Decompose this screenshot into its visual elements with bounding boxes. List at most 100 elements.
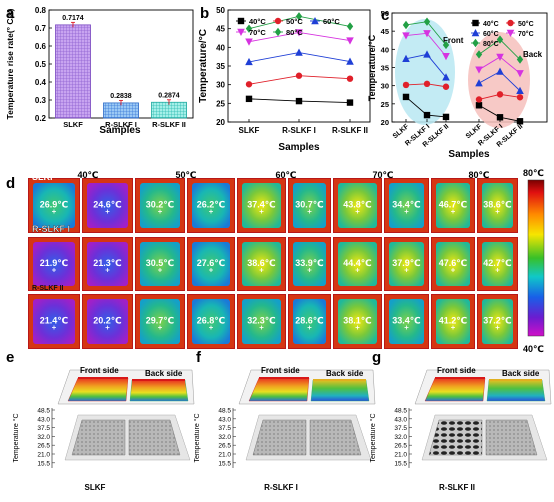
thermal-sample <box>389 183 424 228</box>
b-legend-marker <box>274 27 282 37</box>
surface-z-tick-label: 43.0 <box>394 416 407 423</box>
surface-back-block <box>310 379 370 402</box>
surface-front-block <box>67 377 129 402</box>
thermal-temp-label: 28.6℃ <box>295 316 324 326</box>
surface-z-tick-label: 43.0 <box>37 416 50 423</box>
surface-z-tick-label: 48.5 <box>218 408 231 415</box>
surface-z-label: Temperature °C <box>369 413 377 462</box>
surface-z-tick-label: 26.5 <box>394 443 407 450</box>
thermal-sample <box>293 242 326 286</box>
thermal-sample <box>192 242 230 286</box>
b-data-point <box>245 95 253 103</box>
thermal-temp-label: 21.4℃ <box>40 316 69 326</box>
thermal-sample <box>338 299 377 344</box>
b-data-point <box>245 57 253 66</box>
surface-front-block <box>248 377 310 402</box>
thermal-temp-label: 27.6℃ <box>197 258 226 268</box>
c-legend-marker <box>471 29 480 37</box>
surface-back-label: Back side <box>145 369 183 378</box>
c-data-point <box>442 83 450 90</box>
c-legend-label: 40°C <box>483 20 499 28</box>
b-data-point <box>245 38 253 46</box>
thermal-temp-label: 37.4℃ <box>247 200 276 210</box>
b-data-point <box>295 48 303 56</box>
c-data-point <box>475 102 483 109</box>
surface-z-label: Temperature °C <box>193 413 201 462</box>
b-legend-marker <box>237 28 245 36</box>
back-region <box>468 32 530 128</box>
b-ytick-label: 40 <box>216 43 225 52</box>
a-category-label: SLKF <box>63 120 83 129</box>
fabric-front-photo <box>252 419 307 456</box>
thermal-temp-label: 26.2℃ <box>197 200 226 210</box>
c-data-point <box>423 111 431 119</box>
thermal-sample <box>482 183 513 228</box>
thermal-sample <box>87 183 128 228</box>
c-ytick-label: 50 <box>381 9 389 18</box>
c-data-point <box>402 20 410 30</box>
c-data-point <box>496 53 504 61</box>
panel-letter-a: a <box>6 5 15 22</box>
surface-front-label: Front side <box>80 366 119 375</box>
colorbar <box>527 179 545 337</box>
a-value-label: 0.7174 <box>62 15 84 22</box>
surface-back-label: Back side <box>326 369 364 378</box>
thermal-sample <box>140 183 180 228</box>
b-data-point <box>295 72 303 79</box>
panels-efg-3d-surfaces: e f g 48.543.037.532.026.521.015.5Temper… <box>6 349 552 492</box>
thermal-temp-label: 30.5℃ <box>146 258 175 268</box>
fabric-back-photo <box>485 419 538 456</box>
surface-front-block <box>424 377 486 402</box>
thermal-temp-label: 26.8℃ <box>197 316 226 326</box>
thermal-temp-header: 40℃ <box>78 170 99 180</box>
surface-z-tick-label: 15.5 <box>394 460 407 467</box>
fabric-front-photo <box>428 419 483 456</box>
c-data-point <box>442 73 450 81</box>
b-legend-label: 50°C <box>286 17 303 26</box>
thermal-temp-label: 47.6℃ <box>439 258 468 268</box>
c-data-point <box>496 35 504 44</box>
b-legend-marker <box>274 17 282 25</box>
surface-z-tick-label: 21.0 <box>218 452 231 459</box>
c-data-point <box>423 17 431 26</box>
surface-z-tick-label: 48.5 <box>37 408 50 415</box>
b-legend-label: 80°C <box>286 28 303 37</box>
c-data-point <box>496 67 504 75</box>
c-data-point <box>402 54 410 62</box>
b-data-point <box>346 99 354 106</box>
surface-z-tick-label: 21.0 <box>394 452 407 459</box>
surface-caption: R-SLKF II <box>439 483 475 492</box>
c-data-point <box>475 50 483 59</box>
thermal-temp-label: 33.9℃ <box>295 258 324 268</box>
b-xlabel: Samples <box>278 142 320 153</box>
thermal-temp-label: 21.3℃ <box>93 258 122 268</box>
surface-z-tick-label: 32.0 <box>218 434 231 441</box>
panel-letter-b: b <box>200 5 209 22</box>
surface-back-block <box>486 379 546 402</box>
b-data-point <box>346 22 354 31</box>
b-data-point <box>346 57 354 65</box>
c-data-point <box>402 81 410 89</box>
thermal-sample <box>140 242 180 286</box>
b-ytick-label: 45 <box>216 25 225 34</box>
thermal-sample <box>33 242 75 286</box>
c-xlabel: Samples <box>448 149 490 160</box>
b-data-point <box>245 81 253 88</box>
c-legend-marker <box>507 19 514 27</box>
thermal-temp-label: 38.1℃ <box>343 316 372 326</box>
a-value-label: 0.2838 <box>110 93 132 100</box>
b-data-point <box>346 75 354 82</box>
surface-z-tick-label: 15.5 <box>37 460 50 467</box>
b-data-point <box>245 24 253 33</box>
thermal-temp-label: 43.8℃ <box>343 200 372 210</box>
c-data-point <box>475 96 483 103</box>
c-data-point <box>496 91 504 98</box>
c-data-point <box>516 94 524 101</box>
a-ytick-label: 0.7 <box>35 24 47 33</box>
thermal-sample <box>338 242 377 286</box>
c-ytick-label: 20 <box>381 118 389 127</box>
c-ytick-label: 30 <box>381 82 389 91</box>
thermal-temp-header: 80℃ <box>469 170 490 180</box>
thermal-sample <box>192 183 230 228</box>
thermal-temp-label: 46.7℃ <box>439 200 468 210</box>
